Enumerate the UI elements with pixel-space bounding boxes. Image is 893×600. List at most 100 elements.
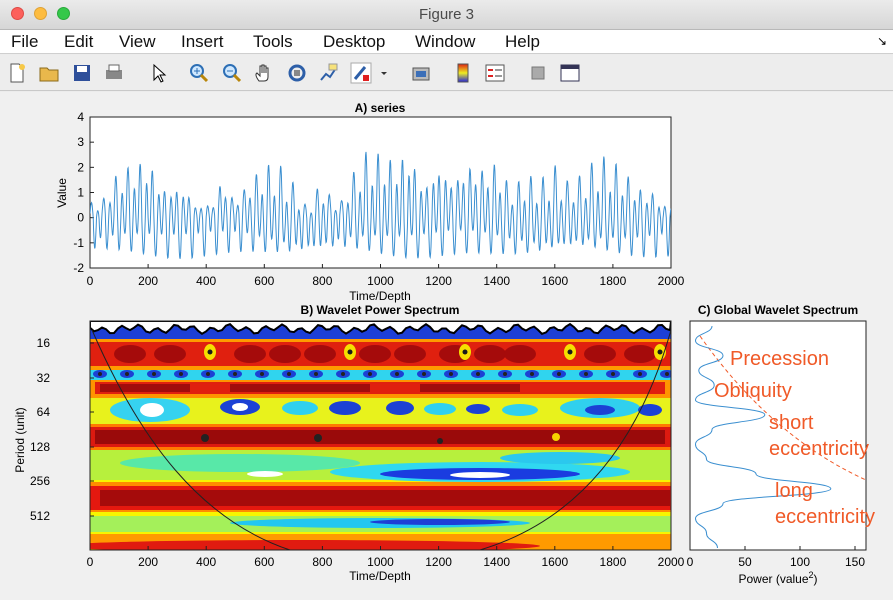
close-window-button[interactable] — [11, 7, 24, 20]
zoom-window-button[interactable] — [57, 7, 70, 20]
annotation-long: long — [775, 480, 813, 502]
legend-icon[interactable] — [484, 62, 506, 84]
annotation-obliquity: Obliquity — [714, 380, 792, 402]
brush-icon[interactable] — [350, 62, 372, 84]
x-tick-label: 200 — [138, 555, 158, 569]
undock-arrow-icon[interactable]: ↘ — [876, 34, 887, 48]
menu-help[interactable]: Help — [505, 32, 540, 51]
heat-dot-core — [179, 372, 183, 376]
heat-blob — [232, 403, 248, 411]
panel-a-x-ticks: 0 200 400 600 800 1000 1200 1400 1600 1800 2000 — [87, 264, 685, 288]
panel-b-x-ticks: 0 200 400 600 800 1000 1200 1400 1600 1800 2000 — [87, 546, 685, 569]
zoom-out-icon[interactable] — [221, 62, 243, 84]
heat-blob — [314, 434, 322, 442]
y-tick-label: 16 — [37, 336, 51, 350]
panel-c-global-spectrum: C) Global Wavelet Spectrum 0 50 100 150 Pow… — [687, 303, 875, 586]
colorbar-icon[interactable] — [452, 62, 474, 84]
panel-c-title: C) Global Wavelet Spectrum — [698, 303, 858, 317]
y-tick-label: 3 — [77, 135, 84, 149]
heat-blob-core — [657, 349, 663, 355]
y-tick-label: 4 — [77, 110, 84, 124]
print-icon[interactable] — [103, 62, 125, 84]
heat-blob — [329, 401, 361, 415]
heat-blob — [502, 404, 538, 416]
panel-b-ylabel: Period (unit) — [13, 407, 27, 472]
menu-file[interactable]: File — [11, 32, 39, 51]
panel-c-x-ticks: 0 50 100 150 — [687, 546, 865, 569]
heat-blob — [304, 345, 336, 363]
heat-dot-core — [584, 372, 588, 376]
panel-a-title: A) series — [355, 101, 406, 115]
heat-dot-core — [557, 372, 561, 376]
rotate-3d-icon[interactable] — [286, 62, 308, 84]
heat-blob — [585, 405, 615, 415]
heat-blob — [552, 433, 560, 441]
heat-blob — [450, 472, 510, 478]
brush-dropdown-icon[interactable] — [378, 62, 390, 84]
panel-b-title: B) Wavelet Power Spectrum — [301, 303, 460, 317]
y-tick-label: 256 — [30, 474, 50, 488]
pan-hand-icon[interactable] — [253, 62, 275, 84]
heat-dot-core — [341, 372, 345, 376]
x-tick-label: 1800 — [600, 274, 627, 288]
heat-dot-core — [368, 372, 372, 376]
y-tick-label: 128 — [30, 440, 50, 454]
x-tick-label: 2000 — [658, 274, 685, 288]
heat-blob — [394, 345, 426, 363]
new-file-icon[interactable] — [6, 62, 28, 84]
panel-b-y-ticks: 16 32 64 128 256 512 — [30, 336, 94, 523]
heat-dot-core — [665, 372, 669, 376]
figure-area: A) series 0 200 400 600 800 1000 1200 1400 1600 1… — [0, 92, 893, 600]
window-title: Figure 3 — [418, 6, 475, 23]
heat-blob — [359, 345, 391, 363]
heat-dot-core — [260, 372, 264, 376]
x-tick-label: 150 — [845, 555, 865, 569]
heat-blob-core — [567, 349, 573, 355]
panel-c-xlabel: Power (value2) — [738, 570, 817, 586]
data-cursor-icon[interactable] — [318, 62, 340, 84]
heat-blob — [386, 401, 414, 415]
heat-blob — [420, 384, 520, 392]
x-tick-label: 0 — [87, 555, 94, 569]
x-tick-label: 200 — [138, 274, 158, 288]
x-tick-label: 2000 — [658, 555, 685, 569]
menu-desktop[interactable]: Desktop — [323, 32, 386, 51]
heat-dot-core — [476, 372, 480, 376]
heat-dot-core — [395, 372, 399, 376]
annotation-short: short — [769, 412, 814, 434]
heat-dot-core — [503, 372, 507, 376]
heat-dot-core — [287, 372, 291, 376]
panel-a-series: A) series 0 200 400 600 800 1000 1200 1400 1600 1… — [55, 101, 685, 303]
heat-dots-row — [93, 370, 671, 378]
heat-dot-core — [422, 372, 426, 376]
heat-blob — [584, 345, 616, 363]
heat-blob — [234, 345, 266, 363]
hide-tools-icon[interactable] — [527, 62, 549, 84]
heat-blob — [504, 345, 536, 363]
heat-blob — [201, 434, 209, 442]
menu-insert[interactable]: Insert — [181, 32, 224, 51]
heat-blob — [154, 345, 186, 363]
x-tick-label: 400 — [196, 555, 216, 569]
minimize-window-button[interactable] — [34, 7, 47, 20]
menu-window[interactable]: Window — [415, 32, 476, 51]
print-preview-icon[interactable] — [410, 62, 432, 84]
menu-tools[interactable]: Tools — [253, 32, 293, 51]
y-tick-label: 1 — [77, 186, 84, 200]
save-icon[interactable] — [71, 62, 93, 84]
heat-blob — [114, 345, 146, 363]
menu-edit[interactable]: Edit — [64, 32, 94, 51]
annotation-eccentricity-2: eccentricity — [775, 506, 875, 528]
heat-top-scallop — [90, 321, 671, 336]
pointer-icon[interactable] — [148, 62, 170, 84]
dock-icon[interactable] — [559, 62, 581, 84]
menu-bar: File Edit View Insert Tools Desktop Wind… — [0, 30, 893, 54]
zoom-in-icon[interactable] — [188, 62, 210, 84]
heat-blob — [466, 404, 490, 414]
open-folder-icon[interactable] — [38, 62, 60, 84]
menu-view[interactable]: View — [119, 32, 156, 51]
heat-blob — [120, 454, 360, 472]
x-tick-label: 0 — [87, 274, 94, 288]
y-tick-label: 512 — [30, 509, 50, 523]
x-tick-label: 1200 — [425, 274, 452, 288]
